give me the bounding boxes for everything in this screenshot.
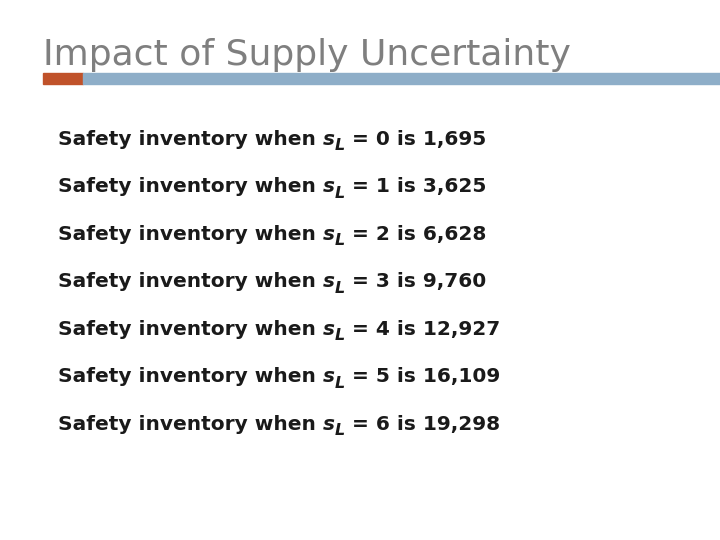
Bar bbox=[83, 73, 720, 84]
Text: Safety inventory when: Safety inventory when bbox=[58, 130, 323, 148]
Text: Safety inventory when: Safety inventory when bbox=[58, 320, 323, 339]
Text: Safety inventory when: Safety inventory when bbox=[58, 415, 323, 434]
Text: L: L bbox=[335, 376, 345, 391]
Text: L: L bbox=[335, 186, 345, 201]
Text: L: L bbox=[335, 328, 345, 343]
Text: L: L bbox=[335, 233, 345, 248]
Text: Safety inventory when: Safety inventory when bbox=[58, 367, 323, 386]
Text: s: s bbox=[323, 225, 335, 244]
Text: = 2 is 6,628: = 2 is 6,628 bbox=[345, 225, 486, 244]
Text: Safety inventory when: Safety inventory when bbox=[58, 225, 323, 244]
Text: L: L bbox=[335, 423, 345, 438]
Text: Impact of Supply Uncertainty: Impact of Supply Uncertainty bbox=[43, 38, 571, 72]
Bar bbox=[43, 73, 83, 84]
Text: Safety inventory when: Safety inventory when bbox=[58, 272, 323, 291]
Text: Safety inventory when: Safety inventory when bbox=[58, 177, 323, 196]
Text: = 4 is 12,927: = 4 is 12,927 bbox=[345, 320, 500, 339]
Text: = 5 is 16,109: = 5 is 16,109 bbox=[345, 367, 500, 386]
Text: s: s bbox=[323, 130, 335, 148]
Text: s: s bbox=[323, 367, 335, 386]
Text: s: s bbox=[323, 320, 335, 339]
Text: L: L bbox=[335, 281, 345, 296]
Text: s: s bbox=[323, 177, 335, 196]
Text: = 1 is 3,625: = 1 is 3,625 bbox=[345, 177, 486, 196]
Text: s: s bbox=[323, 272, 335, 291]
Text: L: L bbox=[335, 138, 345, 153]
Text: = 6 is 19,298: = 6 is 19,298 bbox=[345, 415, 500, 434]
Text: = 3 is 9,760: = 3 is 9,760 bbox=[345, 272, 486, 291]
Text: = 0 is 1,695: = 0 is 1,695 bbox=[345, 130, 486, 148]
Text: s: s bbox=[323, 415, 335, 434]
